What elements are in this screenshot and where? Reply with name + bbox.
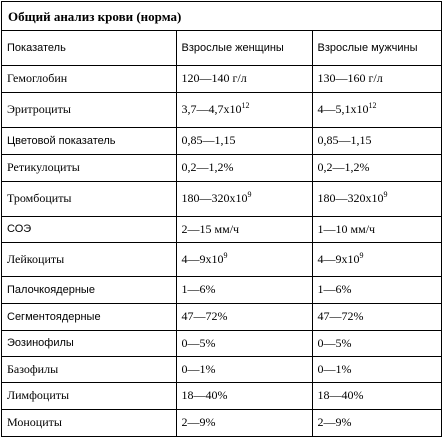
women-value-cell: 3,7—4,7х1012 xyxy=(175,91,313,128)
table-header-row: Показатель Взрослые женщины Взрослые муж… xyxy=(2,31,441,66)
table-row: Цветовой показатель 0,85—1,15 0,85—1,15 xyxy=(2,126,441,155)
women-value-cell: 18—40% xyxy=(175,381,313,410)
women-value: 2—9% xyxy=(181,415,216,430)
table-row: СОЭ 2—15 мм/ч 1—10 мм/ч xyxy=(2,215,441,243)
indicator-cell: Палочкоядерные xyxy=(2,275,177,304)
women-value-exponent: 12 xyxy=(241,101,250,110)
women-value: 180—320х10 xyxy=(181,191,248,205)
men-value: 2—9% xyxy=(317,415,352,430)
women-value-cell: 1—6% xyxy=(175,275,313,304)
table-row: Эозинофилы 0—5% 0—5% xyxy=(2,329,441,357)
table-row: Лимфоциты 18—40% 18—40% xyxy=(2,381,441,410)
men-value-cell: 18—40% xyxy=(311,381,441,410)
indicator-cell: Ретикулоциты xyxy=(2,153,177,182)
men-value-cell: 2—9% xyxy=(311,408,441,436)
women-value: 0,2—1,2% xyxy=(181,160,234,174)
women-value-cell: 0,2—1,2% xyxy=(175,153,313,182)
men-value-cell: 0,2—1,2% xyxy=(311,153,441,182)
men-value-exponent: 9 xyxy=(383,190,388,199)
men-value: 4—9х10 xyxy=(317,251,360,266)
men-value-cell: 130—160 г/л xyxy=(311,64,441,93)
header-women: Взрослые женщины xyxy=(175,31,313,66)
women-value-cell: 120—140 г/л xyxy=(175,64,313,93)
men-value-cell: 180—320х109 xyxy=(311,180,441,217)
indicator-cell: Эритроциты xyxy=(2,91,177,128)
table-body: Показатель Взрослые женщины Взрослые муж… xyxy=(2,31,441,436)
indicator-cell: Сегментоядерные xyxy=(2,302,177,331)
women-value: 3,7—4,7х10 xyxy=(181,102,242,116)
men-value-cell: 4—9х109 xyxy=(311,241,441,277)
men-value-cell: 1—6% xyxy=(311,275,441,304)
indicator-cell: Моноциты xyxy=(2,408,177,436)
men-value: 0—1% xyxy=(317,361,352,376)
table-row: Сегментоядерные 47—72% 47—72% xyxy=(2,302,441,331)
table-row: Палочкоядерные 1—6% 1—6% xyxy=(2,275,441,304)
men-value: 0,85—1,15 xyxy=(317,133,372,147)
women-value: 4—9х10 xyxy=(181,251,224,266)
women-value: 47—72% xyxy=(181,309,228,323)
women-value-cell: 0—1% xyxy=(175,355,313,383)
men-value-exponent: 9 xyxy=(359,250,364,260)
men-value-cell: 1—10 мм/ч xyxy=(311,215,441,243)
men-value-cell: 0,85—1,15 xyxy=(311,126,441,155)
men-value: 47—72% xyxy=(317,309,364,323)
table-row: Гемоглобин 120—140 г/л 130—160 г/л xyxy=(2,64,441,93)
men-value: 1—6% xyxy=(317,282,352,296)
women-value: 18—40% xyxy=(181,388,228,402)
table-row: Лейкоциты 4—9х109 4—9х109 xyxy=(2,241,441,277)
men-value: 1—10 мм/ч xyxy=(317,221,376,236)
table-row: Эритроциты 3,7—4,7х1012 4—5,1х1012 xyxy=(2,91,441,128)
women-value: 0—1% xyxy=(181,361,216,376)
indicator-cell: Эозинофилы xyxy=(2,329,177,357)
header-indicator: Показатель xyxy=(2,31,177,66)
women-value: 0,85—1,15 xyxy=(181,133,236,147)
indicator-cell: Лейкоциты xyxy=(2,241,177,277)
women-value-cell: 2—9% xyxy=(175,408,313,436)
table-row: Моноциты 2—9% 2—9% xyxy=(2,408,441,436)
women-value-exponent: 9 xyxy=(247,190,252,199)
men-value: 18—40% xyxy=(317,388,364,402)
men-value-exponent: 12 xyxy=(368,101,377,110)
indicator-cell: Тромбоциты xyxy=(2,180,177,217)
indicator-cell: Гемоглобин xyxy=(2,64,177,93)
table-title: Общий анализ крови (норма) xyxy=(2,2,441,31)
table-row: Ретикулоциты 0,2—1,2% 0,2—1,2% xyxy=(2,153,441,182)
blood-test-table-container: Общий анализ крови (норма) Показатель Вз… xyxy=(1,1,442,437)
men-value: 0—5% xyxy=(317,335,352,350)
table-row: Тромбоциты 180—320х109 180—320х109 xyxy=(2,180,441,217)
indicator-cell: Базофилы xyxy=(2,355,177,383)
men-value: 0,2—1,2% xyxy=(317,160,370,174)
indicator-cell: Лимфоциты xyxy=(2,381,177,410)
table-row: Базофилы 0—1% 0—1% xyxy=(2,355,441,383)
women-value: 2—15 мм/ч xyxy=(181,221,240,236)
women-value-cell: 4—9х109 xyxy=(175,241,313,277)
men-value-cell: 0—1% xyxy=(311,355,441,383)
indicator-cell: Цветовой показатель xyxy=(2,126,177,155)
men-value-cell: 0—5% xyxy=(311,329,441,357)
women-value-cell: 180—320х109 xyxy=(175,180,313,217)
men-value: 130—160 г/л xyxy=(317,71,383,85)
blood-norms-table: Показатель Взрослые женщины Взрослые муж… xyxy=(2,31,441,436)
men-value: 180—320х10 xyxy=(317,191,384,205)
men-value: 4—5,1х10 xyxy=(317,102,369,116)
header-men: Взрослые мужчины xyxy=(311,31,441,66)
men-value-cell: 47—72% xyxy=(311,302,441,331)
women-value: 0—5% xyxy=(181,335,216,350)
women-value-cell: 47—72% xyxy=(175,302,313,331)
women-value-cell: 2—15 мм/ч xyxy=(175,215,313,243)
women-value-cell: 0—5% xyxy=(175,329,313,357)
men-value-cell: 4—5,1х1012 xyxy=(311,91,441,128)
women-value: 120—140 г/л xyxy=(181,71,247,85)
indicator-cell: СОЭ xyxy=(2,215,177,243)
women-value: 1—6% xyxy=(181,282,216,296)
women-value-cell: 0,85—1,15 xyxy=(175,126,313,155)
women-value-exponent: 9 xyxy=(223,250,228,260)
